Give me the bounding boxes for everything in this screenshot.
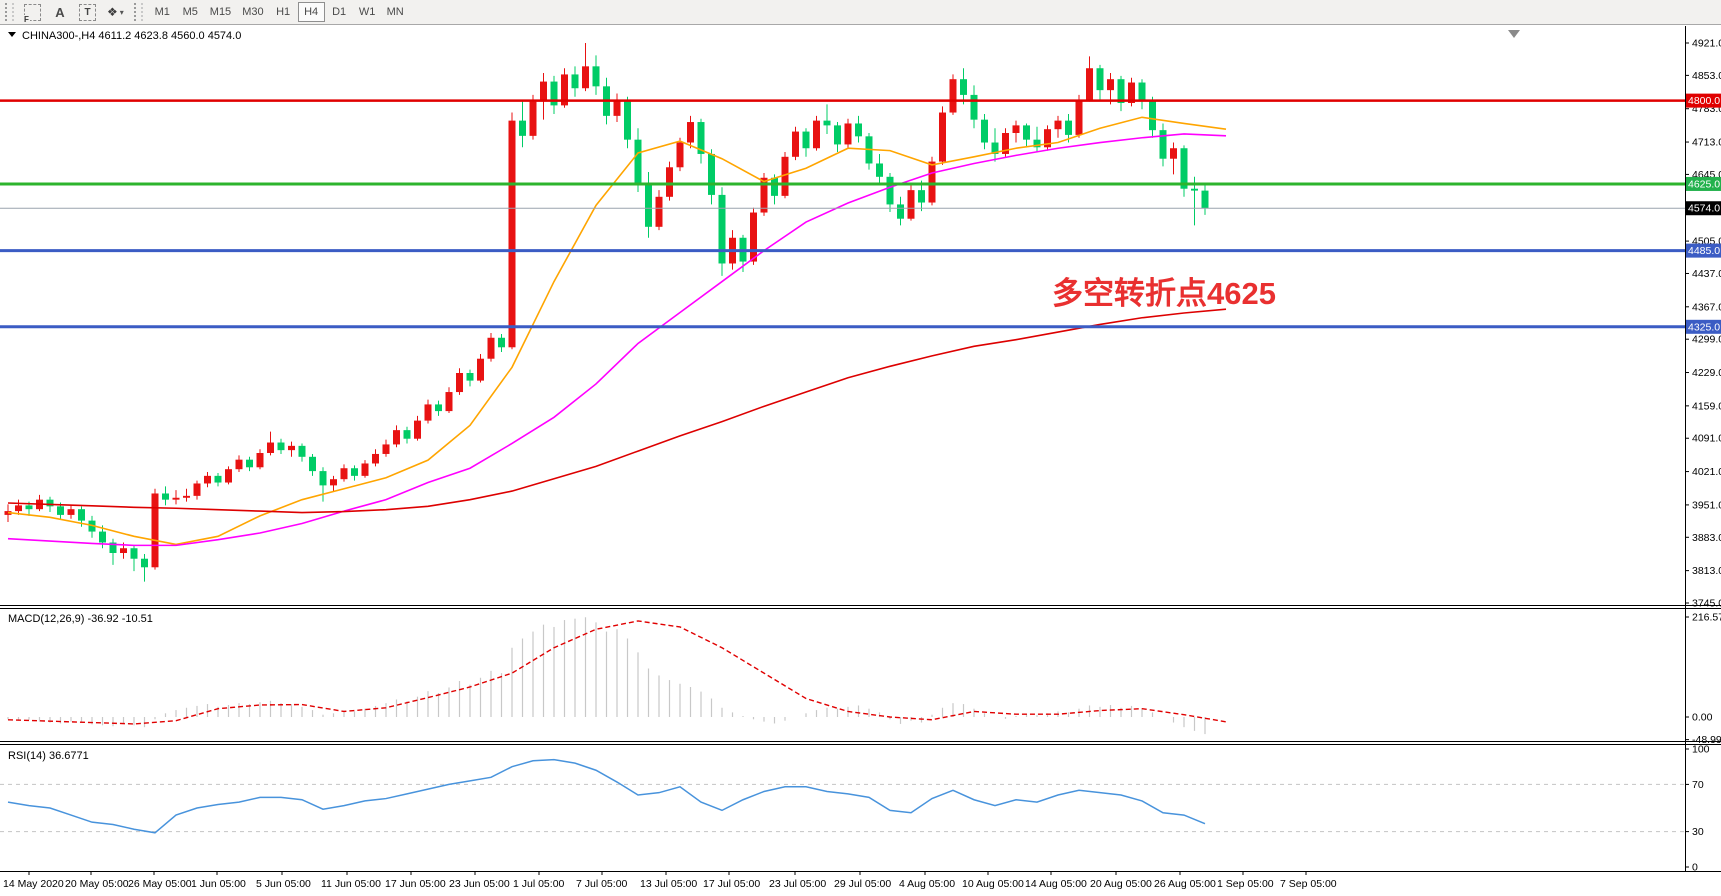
text-label-tool-button[interactable]: T [75,2,100,23]
text-label-t-icon: T [79,3,96,21]
rsi-line [7,758,1206,834]
annotation-text[interactable]: 多空转折点4625 [1052,276,1276,311]
time-tick-label: 17 Jun 05:00 [385,878,446,890]
price-badge [1686,243,1721,258]
timeframe-button-d1[interactable]: D1 [326,2,353,22]
time-tick-label: 11 Jun 05:00 [321,878,381,890]
price-badge [1686,176,1721,191]
chart-shift-marker-icon[interactable] [1508,30,1520,38]
time-tick-label: 1 Jun 05:00 [191,878,246,890]
price-tick-label: 4159.0 [1692,400,1721,412]
toolbar: F A T ❖ ▾ M1 M5 M15 M30 H1 H4 D1 W1 MN [0,0,1721,25]
main-chart-panel[interactable] [0,43,1685,582]
timeframe-button-m5[interactable]: M5 [177,2,204,22]
price-badge [1686,93,1721,108]
rsi-label: RSI(14) 36.6771 [8,750,89,762]
price-badge-label: 4485.0 [1688,245,1720,257]
timeframe-button-m1[interactable]: M1 [149,2,176,22]
ma-fast-line[interactable] [7,116,1227,546]
price-badge-label: 4574.0 [1688,203,1720,215]
time-tick-label: 20 May 05:00 [65,878,129,890]
price-tick-label: 4229.0 [1692,367,1721,379]
dropdown-caret-icon: ▾ [119,7,124,17]
price-tick-label: 3745.0 [1692,598,1721,610]
rsi-tick-label: 70 [1692,779,1704,791]
time-tick-label: 26 May 05:00 [128,878,192,890]
timeframe-button-m30[interactable]: M30 [237,2,268,22]
time-tick-label: 29 Jul 05:00 [834,878,891,890]
timeframe-button-w1[interactable]: W1 [354,2,381,22]
time-tick-label: 23 Jul 05:00 [769,878,826,890]
chart-title-ohlc: CHINA300-,H4 4611.2 4623.8 4560.0 4574.0 [22,30,241,42]
macd-tick-label: 0.00 [1692,712,1713,724]
timeframe-bar: M1 M5 M15 M30 H1 H4 D1 W1 MN [149,2,409,22]
time-tick-label: 5 Jun 05:00 [256,878,311,890]
rsi-tick-label: 0 [1692,862,1698,874]
price-badge-label: 4800.0 [1688,95,1720,107]
macd-label: MACD(12,26,9) -36.92 -10.51 [8,613,153,625]
macd-tick-label: 216.57 [1692,612,1721,624]
price-badge-label: 4325.0 [1688,321,1720,333]
ma-slow-line[interactable] [7,308,1227,514]
price-tick-label: 4713.0 [1692,137,1721,149]
ohlc-dropdown-triangle-icon[interactable] [8,32,16,37]
price-badge-label: 4625.0 [1688,178,1720,190]
price-tick-label: 4299.0 [1692,334,1721,346]
time-axis[interactable]: 14 May 2020 20 May 05:00 26 May 05:00 1 Jun… [0,871,1721,890]
text-a-icon: A [55,4,65,20]
time-tick-label: 23 Jun 05:00 [449,878,510,890]
time-tick-label: 7 Sep 05:00 [1280,878,1337,890]
price-tick-label: 4437.0 [1692,268,1721,280]
time-tick-label: 4 Aug 05:00 [899,878,955,890]
chart-background [0,26,1721,891]
arrows-icon: ❖ [107,5,118,19]
time-tick-label: 14 May 2020 [3,878,64,890]
timeframe-toolbar-grip[interactable] [133,3,143,21]
timeframe-button-mn[interactable]: MN [382,2,409,22]
macd-signal-line [7,620,1227,725]
time-tick-label: 7 Jul 05:00 [576,878,628,890]
price-axis[interactable]: 4921.04853.04783.04713.04645.04505.04437… [0,26,1721,871]
price-tick-label: 3951.0 [1692,499,1721,511]
font-f-icon: F [23,14,30,24]
rsi-tick-label: 100 [1692,744,1710,756]
price-tick-label: 4921.0 [1692,38,1721,50]
chart-svg[interactable]: 4921.04853.04783.04713.04645.04505.04437… [0,26,1721,891]
macd-histogram [7,617,1206,735]
toolbar-grip[interactable] [5,3,14,21]
price-tick-label: 3813.0 [1692,565,1721,577]
price-tick-label: 4021.0 [1692,466,1721,478]
rsi-panel[interactable]: 100 70 30 0 [0,744,1710,874]
macd-panel[interactable]: 216.57 0.00 -48.99 [7,612,1721,747]
candlesticks[interactable] [4,43,1209,582]
time-tick-label: 20 Aug 05:00 [1090,878,1152,890]
timeframe-button-m15[interactable]: M15 [205,2,236,22]
time-tick-label: 14 Aug 05:00 [1025,878,1087,890]
time-tick-label: 1 Jul 05:00 [513,878,565,890]
time-tick-label: 17 Jul 05:00 [703,878,760,890]
time-tick-label: 10 Aug 05:00 [962,878,1024,890]
macd-tick-label: -48.99 [1692,734,1721,746]
timeframe-button-h1[interactable]: H1 [270,2,297,22]
dashed-box-icon: F [23,3,41,24]
price-badge [1686,319,1721,334]
timeframe-button-h4[interactable]: H4 [297,2,325,22]
price-tick-label: 4853.0 [1692,70,1721,82]
arrow-tools-button[interactable]: ❖ ▾ [103,2,128,23]
time-tick-label: 1 Sep 05:00 [1217,878,1274,890]
price-tick-label: 3883.0 [1692,532,1721,544]
price-tick-label: 4367.0 [1692,301,1721,313]
ma-mid-line[interactable] [7,133,1227,547]
font-box-tool-button[interactable]: F [20,2,45,24]
rsi-tick-label: 30 [1692,826,1704,838]
time-tick-label: 26 Aug 05:00 [1154,878,1216,890]
price-badge [1686,201,1721,216]
text-tool-button[interactable]: A [48,2,72,23]
chart-window[interactable]: 4921.0 4853.0 4783.0 4713.0 4645.0 4505.0 4437… [0,26,1721,891]
time-tick-label: 13 Jul 05:00 [640,878,697,890]
price-tick-label: 4091.0 [1692,433,1721,445]
